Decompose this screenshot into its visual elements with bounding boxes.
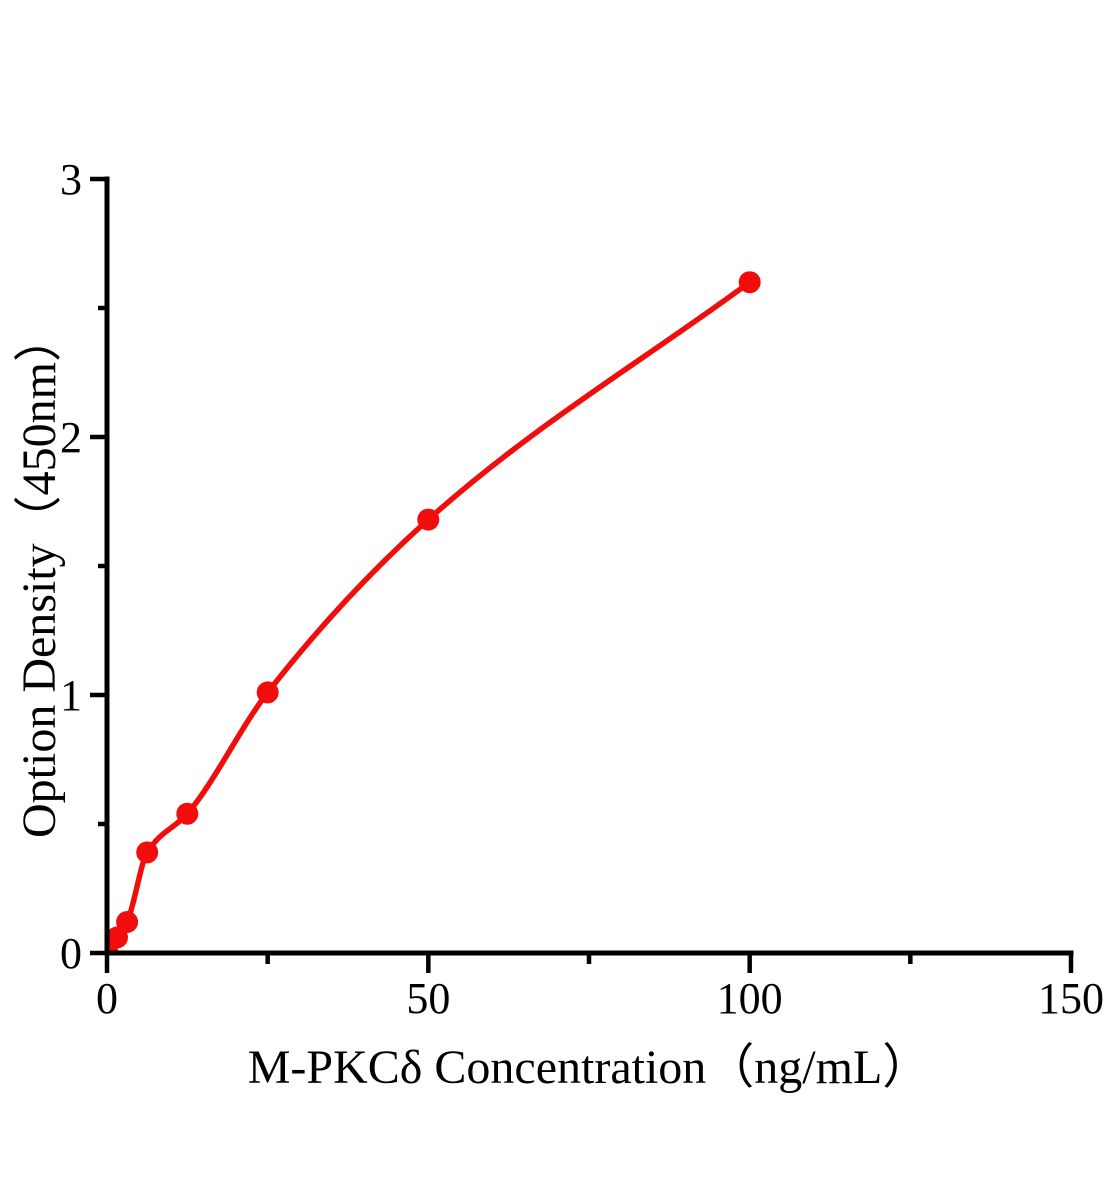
fit-curve — [107, 279, 753, 951]
data-point — [136, 841, 159, 864]
y-axis-tick-label: 3 — [60, 155, 82, 204]
data-point — [176, 802, 199, 825]
y-axis-tick-label: 0 — [60, 929, 82, 978]
data-point — [256, 681, 279, 704]
data-point — [116, 911, 139, 933]
x-axis-tick-label: 0 — [96, 974, 118, 1023]
data-point — [738, 271, 761, 294]
x-axis-tick-label: 100 — [717, 974, 783, 1023]
y-axis-tick-label: 2 — [60, 413, 82, 462]
tick-labels-group: 0 50 100 150 0 1 2 3 — [60, 155, 1104, 1023]
x-axis-title: M-PKCδ Concentration（ng/mL） — [247, 1041, 931, 1094]
ticks-group — [90, 176, 1074, 973]
axes-group — [104, 176, 1074, 956]
series-group — [107, 271, 761, 953]
y-axis-tick-label: 1 — [60, 671, 82, 720]
data-point — [417, 508, 440, 531]
x-axis-tick-label: 150 — [1038, 974, 1104, 1023]
x-axis-tick-label: 50 — [406, 974, 450, 1023]
y-axis-title: Option Density（450nm） — [13, 314, 66, 838]
